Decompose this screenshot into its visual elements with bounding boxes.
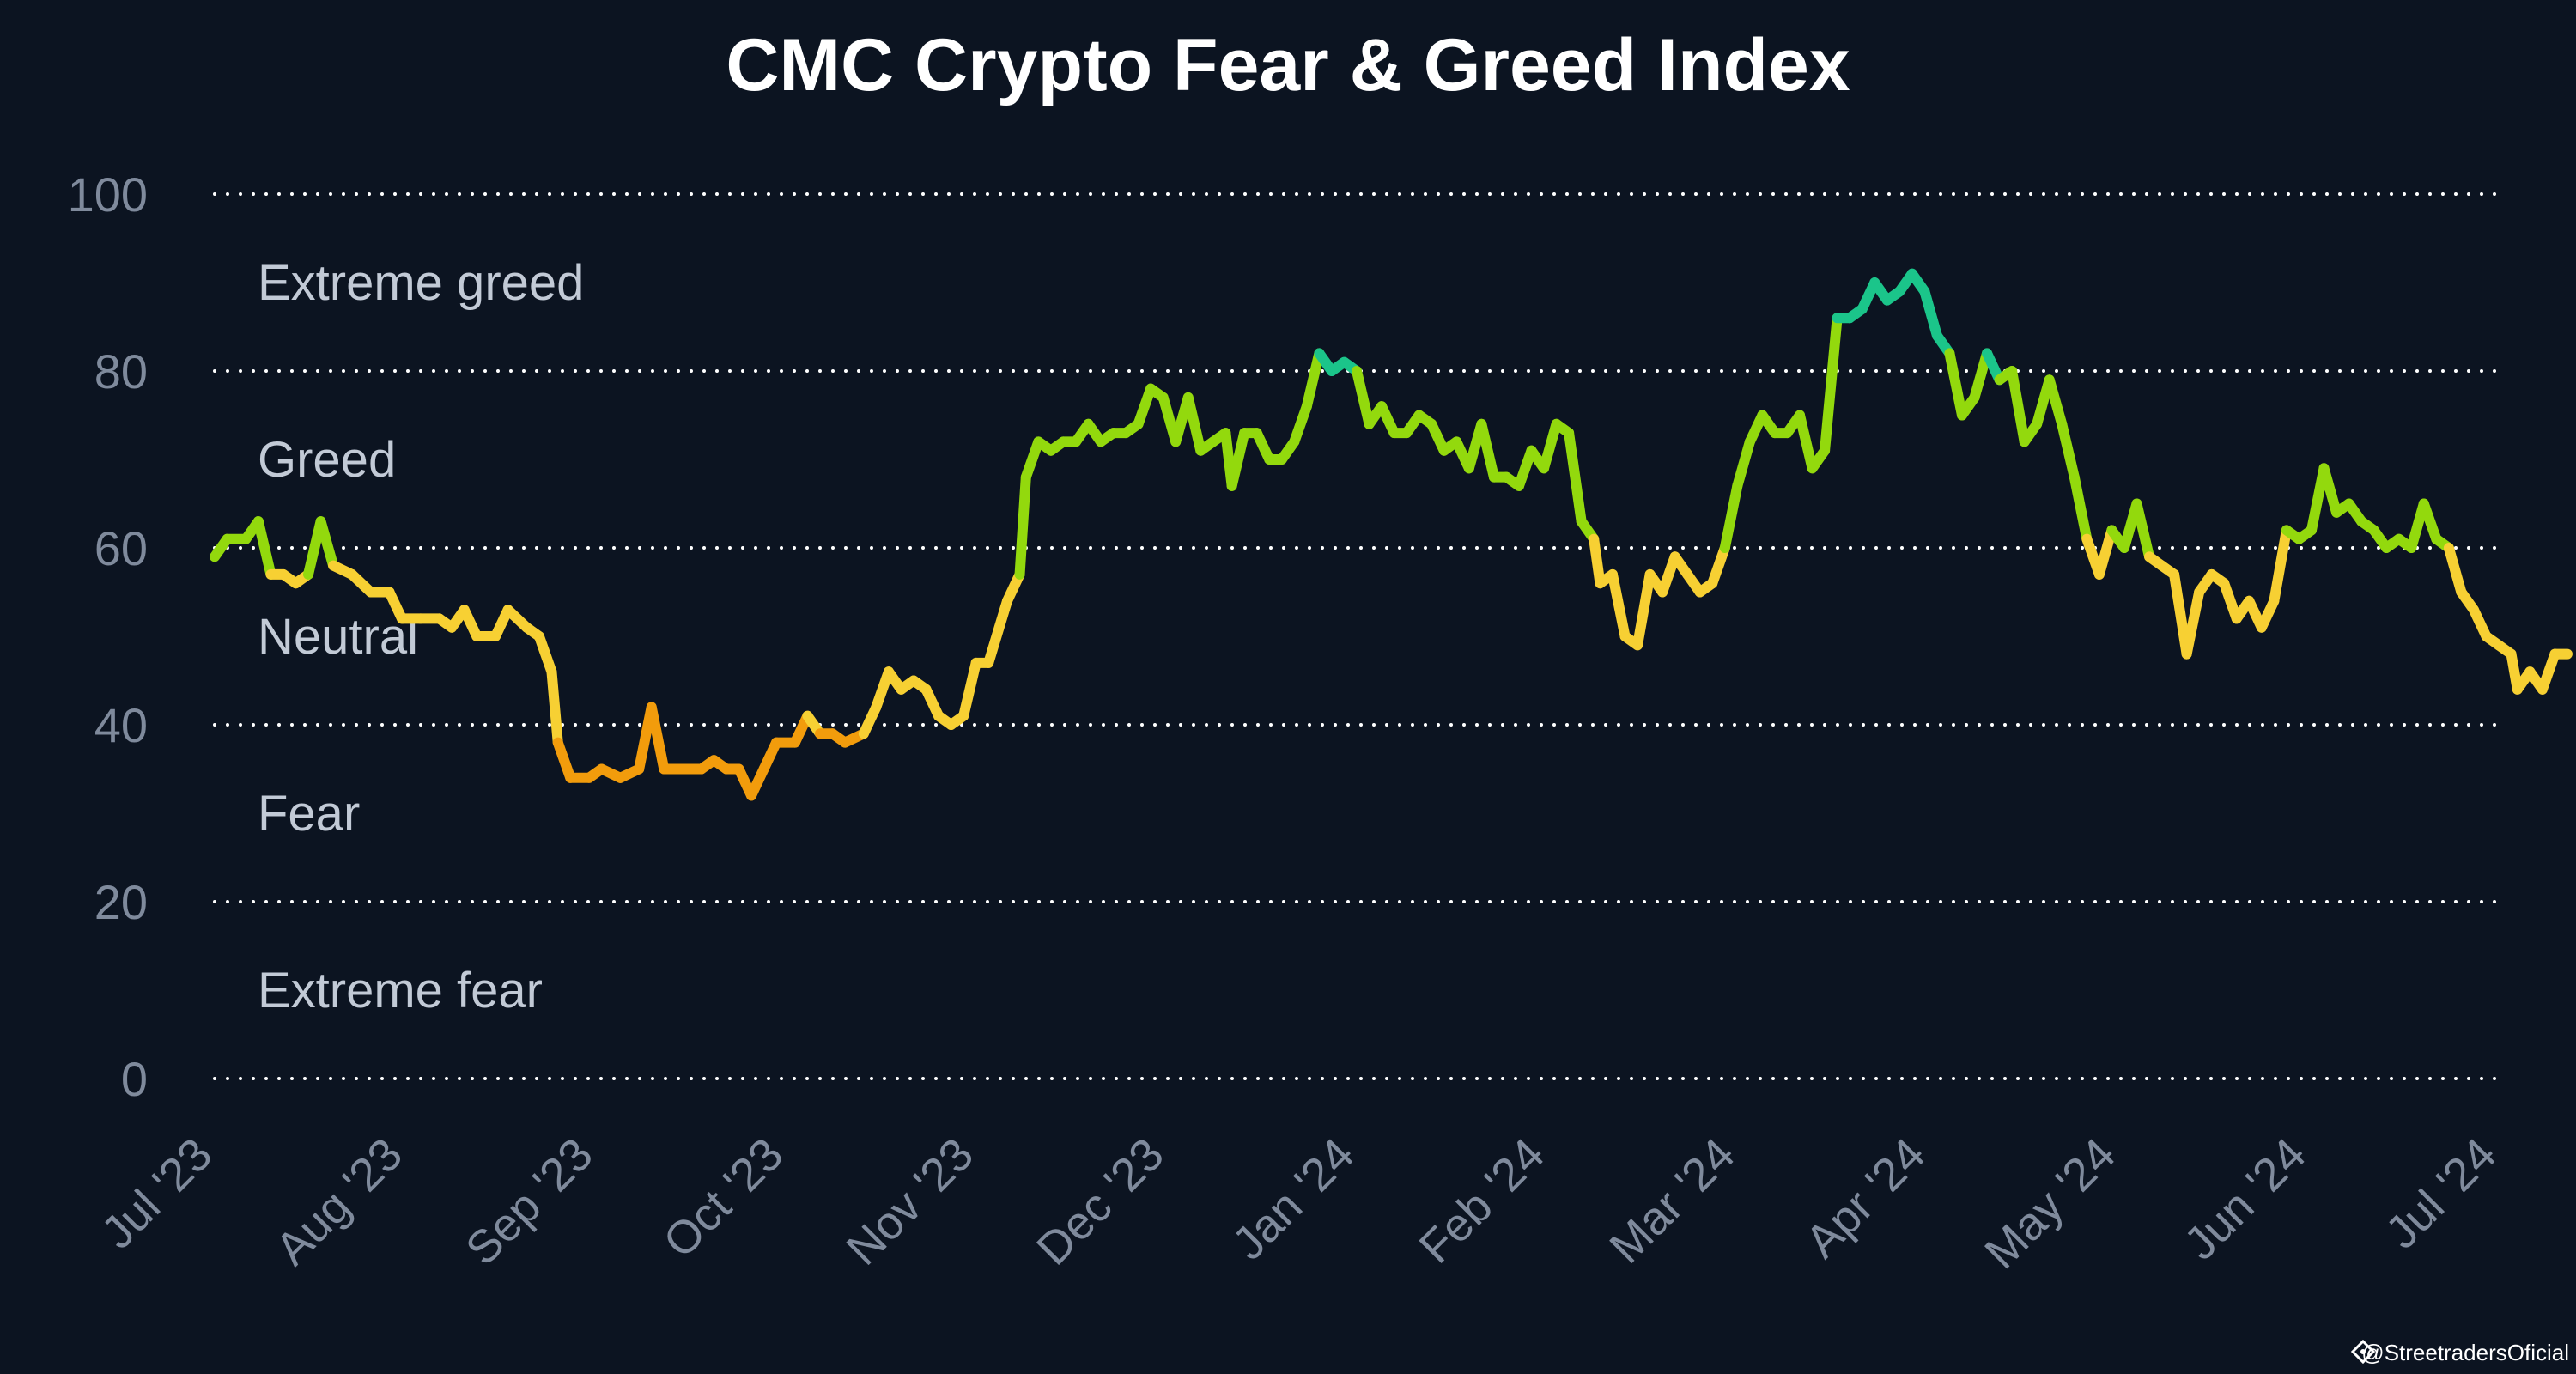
line-segment [646,702,670,775]
line-segment [1182,392,1206,456]
line-segment [2418,498,2442,544]
line-segment [1795,410,1818,474]
zone-label: Extreme fear [258,963,543,1018]
zone-label: Greed [258,432,396,488]
line-segment [1226,428,1250,491]
line-segment [2131,498,2155,562]
line-segment [2069,471,2093,544]
chart-title: CMC Crypto Fear & Greed Index [726,24,1850,106]
y-tick-label: 100 [68,167,148,222]
line-segment [1476,418,1499,483]
line-segment [958,657,981,721]
line-segment [2007,366,2030,447]
watermark-handle: @StreetradersOficial [2361,1340,2569,1365]
line-segment [1589,533,1606,589]
index-line [210,268,2573,801]
line-segment [1301,348,1325,412]
line-segment [1732,436,1755,491]
line-segment [1719,480,1743,553]
y-tick-label: 60 [94,521,148,575]
line-segment [2269,525,2292,606]
watermark: @StreetradersOficial [2350,1339,2569,1365]
line-segment [1944,348,1967,421]
line-segment [1133,383,1157,429]
line-segment [1289,401,1312,447]
y-axis-ticks: 0 20 40 60 80 100 [68,167,148,1106]
line-segment [2044,374,2068,429]
line-segment [1020,436,1044,483]
line-segment [2443,543,2467,598]
line-segment [2181,587,2205,660]
line-segment [1632,568,1656,651]
line-segment [315,516,339,571]
zone-labels: Extreme greed Greed Neutral Fear Extreme fea… [258,255,584,1018]
line-segment [2537,648,2561,695]
diamond-logo-icon [2350,1339,2376,1365]
line-segment [1919,286,1942,341]
line-segment [2318,463,2342,518]
y-tick-label: 0 [121,1052,148,1106]
y-tick-label: 80 [94,344,148,398]
zone-label: Extreme greed [258,255,584,311]
zone-label: Fear [258,786,360,842]
line-segment [1539,418,1562,474]
line-segment [1820,313,1843,456]
line-segment [1707,543,1730,589]
line-segment [252,516,276,580]
line-segment [2093,525,2117,580]
zone-label: Neutral [258,609,418,665]
line-segment [533,631,557,678]
line-segment [2057,418,2080,483]
line-segment [1607,568,1631,641]
line-segment [1352,366,1375,429]
line-segment [546,666,563,748]
line-segment [1014,471,1031,580]
y-tick-label: 20 [94,875,148,929]
line-segment [552,737,576,783]
line-segment [1564,428,1587,527]
y-tick-label: 40 [94,698,148,752]
line-segment [983,595,1013,668]
